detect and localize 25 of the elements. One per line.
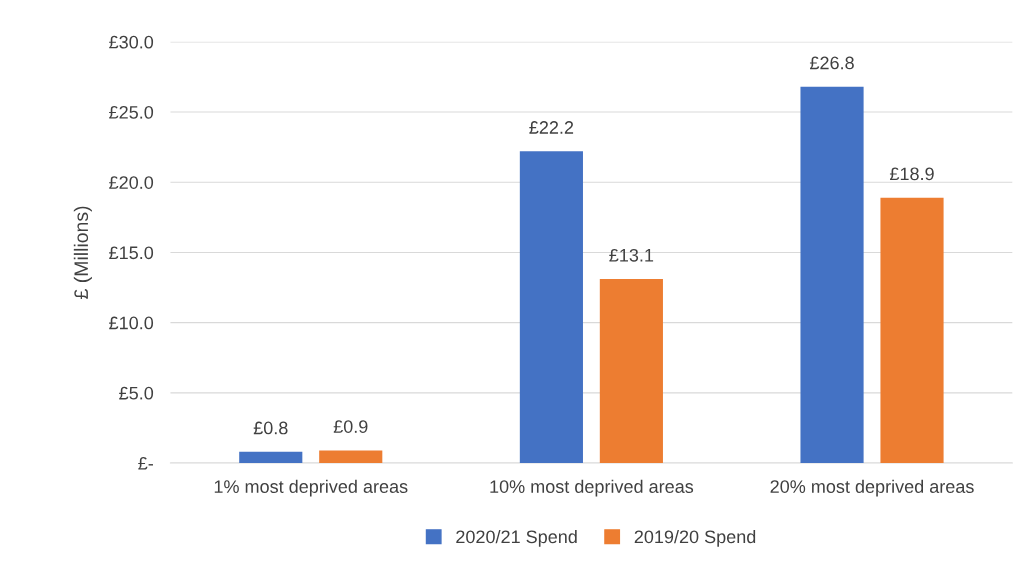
y-tick-label: £25.0 bbox=[109, 105, 154, 119]
data-label: £26.8 bbox=[809, 56, 854, 70]
y-tick-label: £10.0 bbox=[109, 316, 154, 330]
data-label: £0.9 bbox=[333, 420, 368, 433]
bar bbox=[239, 451, 303, 464]
x-tick-label: 1% most deprived areas bbox=[214, 479, 408, 497]
bar bbox=[319, 450, 383, 464]
y-tick-label: £20.0 bbox=[109, 176, 154, 189]
bar bbox=[519, 151, 583, 464]
data-label: £0.8 bbox=[253, 421, 288, 435]
bar bbox=[880, 197, 944, 464]
data-label: £18.9 bbox=[889, 167, 934, 181]
bar bbox=[599, 279, 663, 464]
y-tick-label: £5.0 bbox=[119, 386, 154, 400]
y-axis-title: £ (Millions) bbox=[73, 206, 92, 299]
x-tick-label: 20% most deprived areas bbox=[770, 479, 974, 497]
data-label: £22.2 bbox=[529, 121, 574, 134]
x-tick-label: 10% most deprived areas bbox=[490, 479, 694, 497]
y-tick-label: £30.0 bbox=[109, 35, 154, 49]
legend-label: 2019/20 Spend bbox=[634, 529, 756, 547]
legend-label: 2020/21 Spend bbox=[456, 529, 577, 547]
bar bbox=[800, 86, 864, 464]
y-tick-label: £15.0 bbox=[109, 246, 154, 260]
data-label: £13.1 bbox=[609, 248, 654, 262]
y-tick-label: £- bbox=[138, 456, 153, 470]
